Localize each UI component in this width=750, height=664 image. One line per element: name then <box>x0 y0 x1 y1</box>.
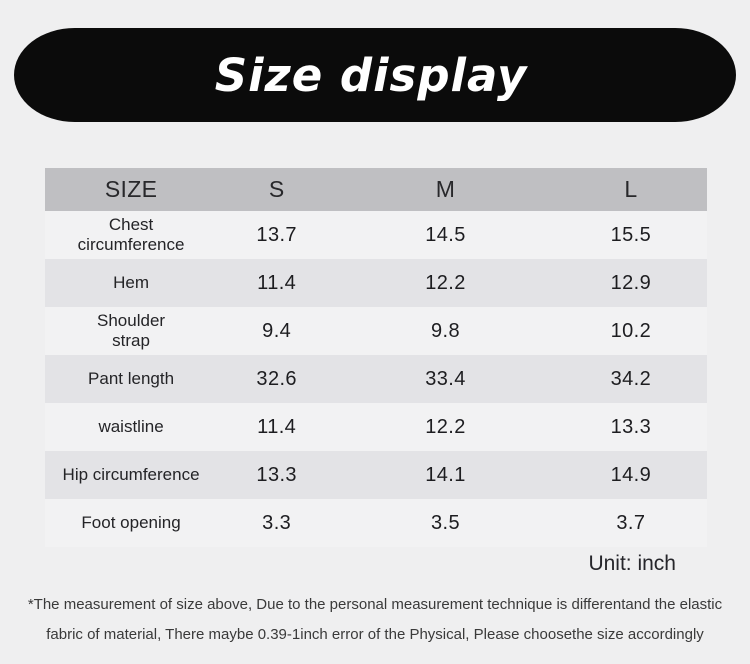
size-value: 13.3 <box>256 463 297 486</box>
size-value: 12.9 <box>610 271 652 294</box>
size-value: 15.5 <box>610 223 652 246</box>
size-value: 11.4 <box>257 415 297 438</box>
title-banner: Size display <box>14 28 736 122</box>
page-title: Size display <box>214 48 528 102</box>
size-value: 14.9 <box>610 463 652 486</box>
size-value: 33.4 <box>425 367 466 390</box>
size-value: 34.2 <box>610 367 652 390</box>
size-value: 9.4 <box>262 319 292 342</box>
size-value: 12.2 <box>425 271 466 294</box>
disclaimer-line-2: fabric of material, There maybe 0.39-1in… <box>46 626 704 643</box>
size-value: 32.6 <box>256 367 297 390</box>
size-value: 9.8 <box>430 319 460 342</box>
table-row: Shoulder strap 9.4 9.8 10.2 <box>45 307 707 355</box>
size-value: 14.1 <box>425 463 466 486</box>
size-value: 14.5 <box>425 223 466 246</box>
size-value: 13.3 <box>610 415 652 438</box>
column-header-m: M <box>336 168 555 211</box>
size-value: 13.7 <box>256 223 297 246</box>
row-label-foot-opening: Foot opening <box>81 512 181 532</box>
column-header-s: S <box>217 168 337 211</box>
size-value: 3.3 <box>262 511 292 534</box>
row-label-waistline: waistline <box>98 416 164 436</box>
row-label-shoulder-strap: Shoulder strap <box>97 310 166 350</box>
table-row: Hem 11.4 12.2 12.9 <box>45 259 707 307</box>
table-header-row: SIZE S M L <box>45 168 707 211</box>
measurement-disclaimer: *The measurement of size above, Due to t… <box>0 590 750 650</box>
size-value: 3.7 <box>616 511 646 534</box>
size-value: 11.4 <box>257 271 297 294</box>
table-row: Chest circumference 13.7 14.5 15.5 <box>45 211 707 259</box>
row-label-pant-length: Pant length <box>88 368 175 388</box>
disclaimer-line-1: *The measurement of size above, Due to t… <box>27 596 723 613</box>
size-value: 3.5 <box>430 511 460 534</box>
size-chart-table: SIZE S M L Chest circumference 13.7 14.5… <box>45 168 707 547</box>
unit-label: Unit: inch <box>588 552 676 575</box>
column-header-l: L <box>554 168 707 211</box>
column-header-size: SIZE <box>45 168 218 211</box>
size-value: 10.2 <box>610 319 652 342</box>
row-label-hip-circumference: Hip circumference <box>62 464 200 484</box>
size-value: 12.2 <box>425 415 466 438</box>
table-row: Pant length 32.6 33.4 34.2 <box>45 355 707 403</box>
row-label-hem: Hem <box>113 272 149 292</box>
table-row: Foot opening 3.3 3.5 3.7 <box>45 499 707 547</box>
table-row: Hip circumference 13.3 14.1 14.9 <box>45 451 707 499</box>
row-label-chest-circumference: Chest circumference <box>77 214 185 254</box>
table-row: waistline 11.4 12.2 13.3 <box>45 403 707 451</box>
